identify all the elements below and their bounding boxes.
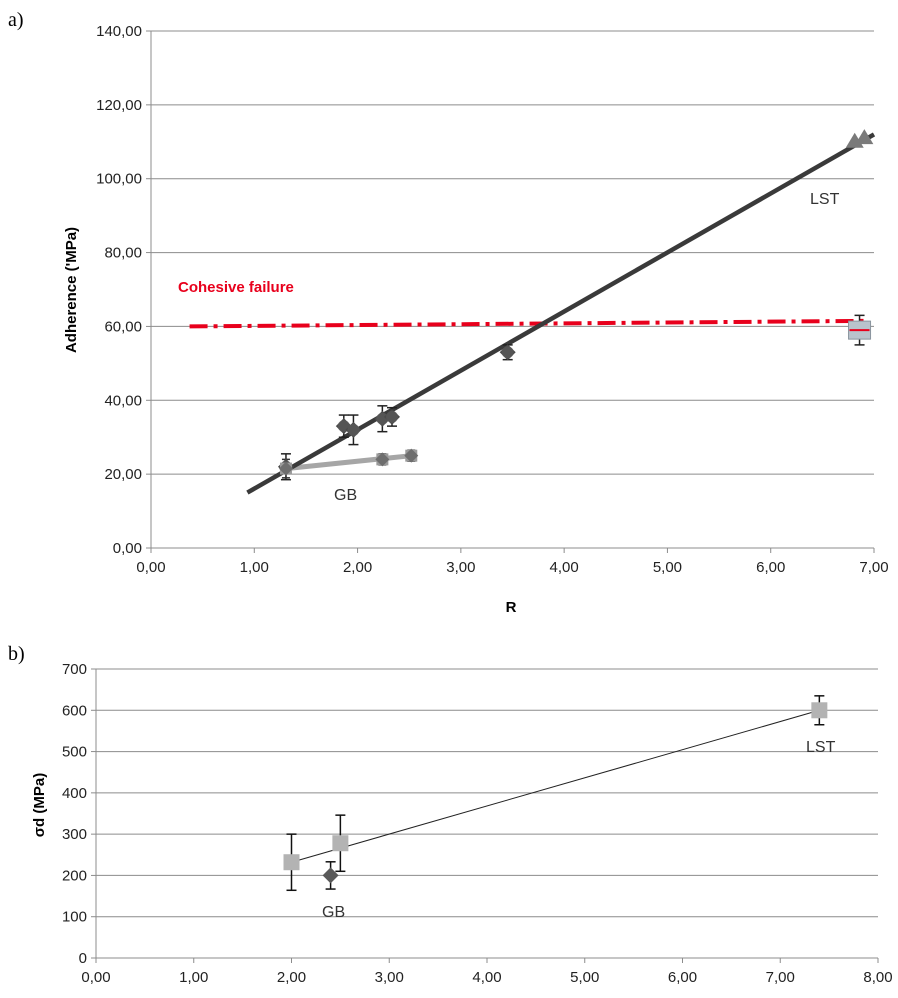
x-tick-label: 0,00 bbox=[81, 969, 110, 986]
y-tick-label: 140,00 bbox=[96, 23, 142, 40]
gb-point-overlay bbox=[375, 452, 390, 467]
y-tick-label: 600 bbox=[62, 702, 87, 719]
x-tick-label: 8,00 bbox=[863, 969, 892, 986]
x-tick-label: 3,00 bbox=[375, 969, 404, 986]
y-tick-label: 0 bbox=[79, 950, 87, 967]
lst-point bbox=[332, 835, 349, 852]
y-tick-label: 20,00 bbox=[104, 466, 142, 483]
y-tick-labels: 0,00 20,00 40,00 60,00 80,00 100,00 120,00 140,… bbox=[96, 23, 142, 557]
y-tick-label: 80,00 bbox=[104, 245, 142, 262]
x-tick-label: 0,00 bbox=[136, 559, 165, 576]
trend-lines bbox=[189, 132, 876, 495]
gb-label-b: GB bbox=[322, 904, 345, 921]
lst-point-overlay bbox=[347, 423, 360, 436]
adherence-chart: a) 0,00 1,00 2,00 3,00 4,00 5,00 6,00 7,00 0,00… bbox=[8, 9, 889, 616]
x-tick-label: 7,00 bbox=[859, 559, 888, 576]
lst-point bbox=[855, 129, 874, 145]
axes bbox=[91, 668, 879, 963]
axes bbox=[146, 30, 875, 553]
lst-trend-line bbox=[291, 709, 820, 863]
lst-label-b: LST bbox=[806, 739, 836, 756]
x-axis-title: R bbox=[506, 599, 517, 616]
fracture-stress-chart: b) 0,00 1,00 2,00 3,00 4,00 5,00 6,00 7,00 8,00 … bbox=[8, 643, 893, 986]
y-tick-label: 120,00 bbox=[96, 97, 142, 114]
y-axis-title: Adherence ('MPa) bbox=[63, 227, 80, 353]
lst-trend-line bbox=[246, 132, 876, 495]
x-tick-label: 5,00 bbox=[570, 969, 599, 986]
lst-point-overlay bbox=[386, 410, 398, 423]
x-tick-label: 4,00 bbox=[550, 559, 579, 576]
lst-point bbox=[811, 702, 828, 719]
gb-trend-line bbox=[285, 453, 412, 472]
gb-label-a: GB bbox=[334, 487, 357, 504]
gb-point-overlay bbox=[278, 461, 293, 476]
lst-point bbox=[283, 854, 300, 871]
x-tick-label: 2,00 bbox=[277, 969, 306, 986]
gb-point-overlay bbox=[404, 448, 419, 463]
x-tick-label: 1,00 bbox=[179, 969, 208, 986]
x-tick-label: 6,00 bbox=[668, 969, 697, 986]
data-points bbox=[277, 129, 874, 476]
cohesive-failure-label: Cohesive failure bbox=[178, 279, 294, 296]
panel-label-a: a) bbox=[8, 9, 24, 31]
grid bbox=[151, 30, 874, 475]
y-tick-label: 200 bbox=[62, 867, 87, 884]
y-tick-label: 0,00 bbox=[113, 540, 142, 557]
error-bars bbox=[280, 314, 865, 481]
panel-label-b: b) bbox=[8, 643, 25, 665]
x-tick-label: 3,00 bbox=[446, 559, 475, 576]
y-tick-label: 100,00 bbox=[96, 171, 142, 188]
x-tick-label: 2,00 bbox=[343, 559, 372, 576]
y-tick-label: 300 bbox=[62, 826, 87, 843]
y-axis-title: σd (MPa) bbox=[31, 773, 48, 837]
data-points bbox=[283, 702, 828, 884]
y-tick-label: 40,00 bbox=[104, 392, 142, 409]
x-tick-labels: 0,00 1,00 2,00 3,00 4,00 5,00 6,00 7,00 bbox=[136, 559, 888, 576]
y-tick-label: 500 bbox=[62, 744, 87, 761]
y-tick-labels: 0 100 200 300 400 500 600 700 bbox=[62, 661, 87, 967]
trend-lines bbox=[291, 709, 820, 863]
cohesive-failure-line bbox=[189, 318, 865, 329]
y-tick-label: 60,00 bbox=[104, 318, 142, 335]
y-tick-label: 400 bbox=[62, 785, 87, 802]
x-tick-label: 5,00 bbox=[653, 559, 682, 576]
lst-point-overlay bbox=[501, 346, 514, 359]
y-tick-label: 100 bbox=[62, 909, 87, 926]
x-tick-label: 1,00 bbox=[240, 559, 269, 576]
x-tick-label: 6,00 bbox=[756, 559, 785, 576]
x-tick-labels: 0,00 1,00 2,00 3,00 4,00 5,00 6,00 7,00 8,00 bbox=[81, 969, 892, 986]
x-tick-label: 7,00 bbox=[766, 969, 795, 986]
x-tick-label: 4,00 bbox=[472, 969, 501, 986]
grid bbox=[96, 668, 878, 918]
gb-point bbox=[322, 867, 339, 884]
y-tick-label: 700 bbox=[62, 661, 87, 678]
lst-label-a: LST bbox=[810, 191, 840, 208]
